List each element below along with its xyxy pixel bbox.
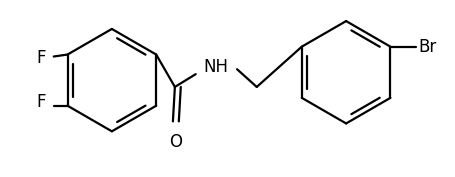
Text: F: F [36,50,46,67]
Text: O: O [169,133,182,151]
Text: NH: NH [203,58,228,76]
Text: F: F [36,93,46,111]
Text: Br: Br [417,38,435,56]
